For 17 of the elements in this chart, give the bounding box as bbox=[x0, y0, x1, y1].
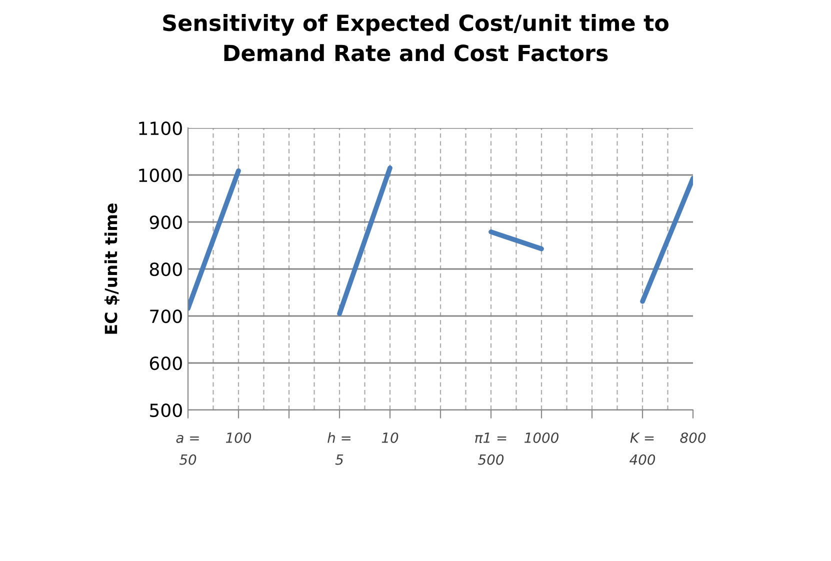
x-tick-label: 1000 bbox=[524, 432, 558, 443]
y-tick-label: 1000 bbox=[139, 168, 182, 182]
y-tick-label: 500 bbox=[150, 403, 182, 418]
x-tick-label: K = 400 bbox=[629, 432, 656, 465]
y-tick-label: 700 bbox=[150, 309, 182, 324]
x-tick-label: π1 = 500 bbox=[475, 432, 506, 465]
x-tick-label: h = 5 bbox=[328, 432, 350, 465]
chart-title: Sensitivity of Expected Cost/unit time to Demand Rate and Cost Factors bbox=[163, 14, 668, 62]
y-tick-label: 800 bbox=[150, 262, 182, 276]
y-tick-label: 1100 bbox=[139, 121, 182, 136]
y-tick-label: 600 bbox=[150, 356, 182, 370]
x-tick-label: 800 bbox=[680, 432, 706, 443]
y-tick-label: 900 bbox=[150, 215, 182, 230]
x-tick-label: a = 50 bbox=[176, 435, 199, 465]
y-axis-title: EC $/unit time bbox=[104, 203, 120, 334]
x-tick-label: 100 bbox=[226, 432, 252, 443]
x-tick-label: 10 bbox=[382, 432, 398, 443]
